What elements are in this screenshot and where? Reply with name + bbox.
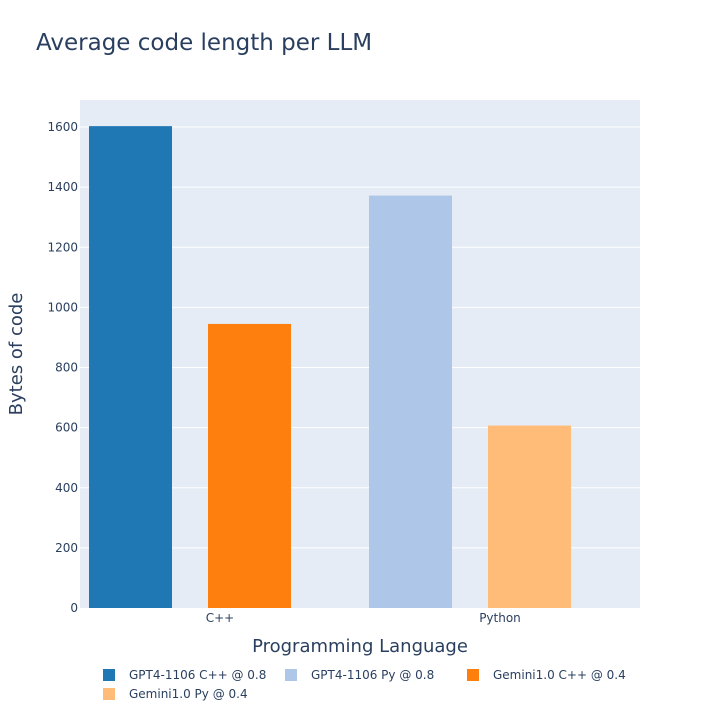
bars (89, 126, 571, 608)
y-tick-label: 800 (55, 361, 78, 375)
legend-label: GPT4-1106 Py @ 0.8 (311, 668, 434, 682)
legend-item[interactable]: Gemini1.0 C++ @ 0.4 (467, 668, 626, 682)
legend-swatch (103, 688, 115, 700)
bar-gpt4-1106-py-0-8[interactable] (369, 195, 452, 608)
x-tick-label: C++ (206, 611, 235, 625)
bar-gemini1-0-c-0-4[interactable] (208, 323, 291, 608)
legend-label: Gemini1.0 Py @ 0.4 (129, 687, 248, 701)
x-tick-labels: C++ Python (206, 611, 521, 625)
legend-label: GPT4-1106 C++ @ 0.8 (129, 668, 266, 682)
chart-title: Average code length per LLM (36, 30, 372, 56)
bar-gpt4-1106-c-0-8[interactable] (89, 126, 172, 608)
legend-swatch (467, 669, 479, 681)
legend-item[interactable]: GPT4-1106 C++ @ 0.8 (103, 668, 266, 682)
x-tick-label: Python (479, 611, 521, 625)
gridlines (80, 126, 640, 549)
y-tick-label: 200 (55, 541, 78, 555)
y-tick-label: 1400 (47, 180, 78, 194)
legend-item[interactable]: Gemini1.0 Py @ 0.4 (103, 687, 248, 701)
y-axis-title: Bytes of code (6, 293, 27, 416)
y-tick-label: 1000 (47, 300, 78, 314)
bar-gemini1-0-py-0-4[interactable] (488, 425, 571, 608)
legend-item[interactable]: GPT4-1106 Py @ 0.8 (285, 668, 434, 682)
legend-swatch (103, 669, 115, 681)
y-tick-label: 600 (55, 421, 78, 435)
legend[interactable]: GPT4-1106 C++ @ 0.8 GPT4-1106 Py @ 0.8 Gem… (103, 668, 626, 701)
y-tick-label: 400 (55, 481, 78, 495)
y-tick-label: 0 (70, 601, 78, 615)
y-tick-labels: 0 200 400 600 800 1000 1200 1400 1600 (47, 120, 78, 615)
x-axis-title: Programming Language (252, 636, 468, 657)
y-tick-label: 1200 (47, 240, 78, 254)
y-tick-label: 1600 (47, 120, 78, 134)
legend-label: Gemini1.0 C++ @ 0.4 (493, 668, 626, 682)
legend-swatch (285, 669, 297, 681)
